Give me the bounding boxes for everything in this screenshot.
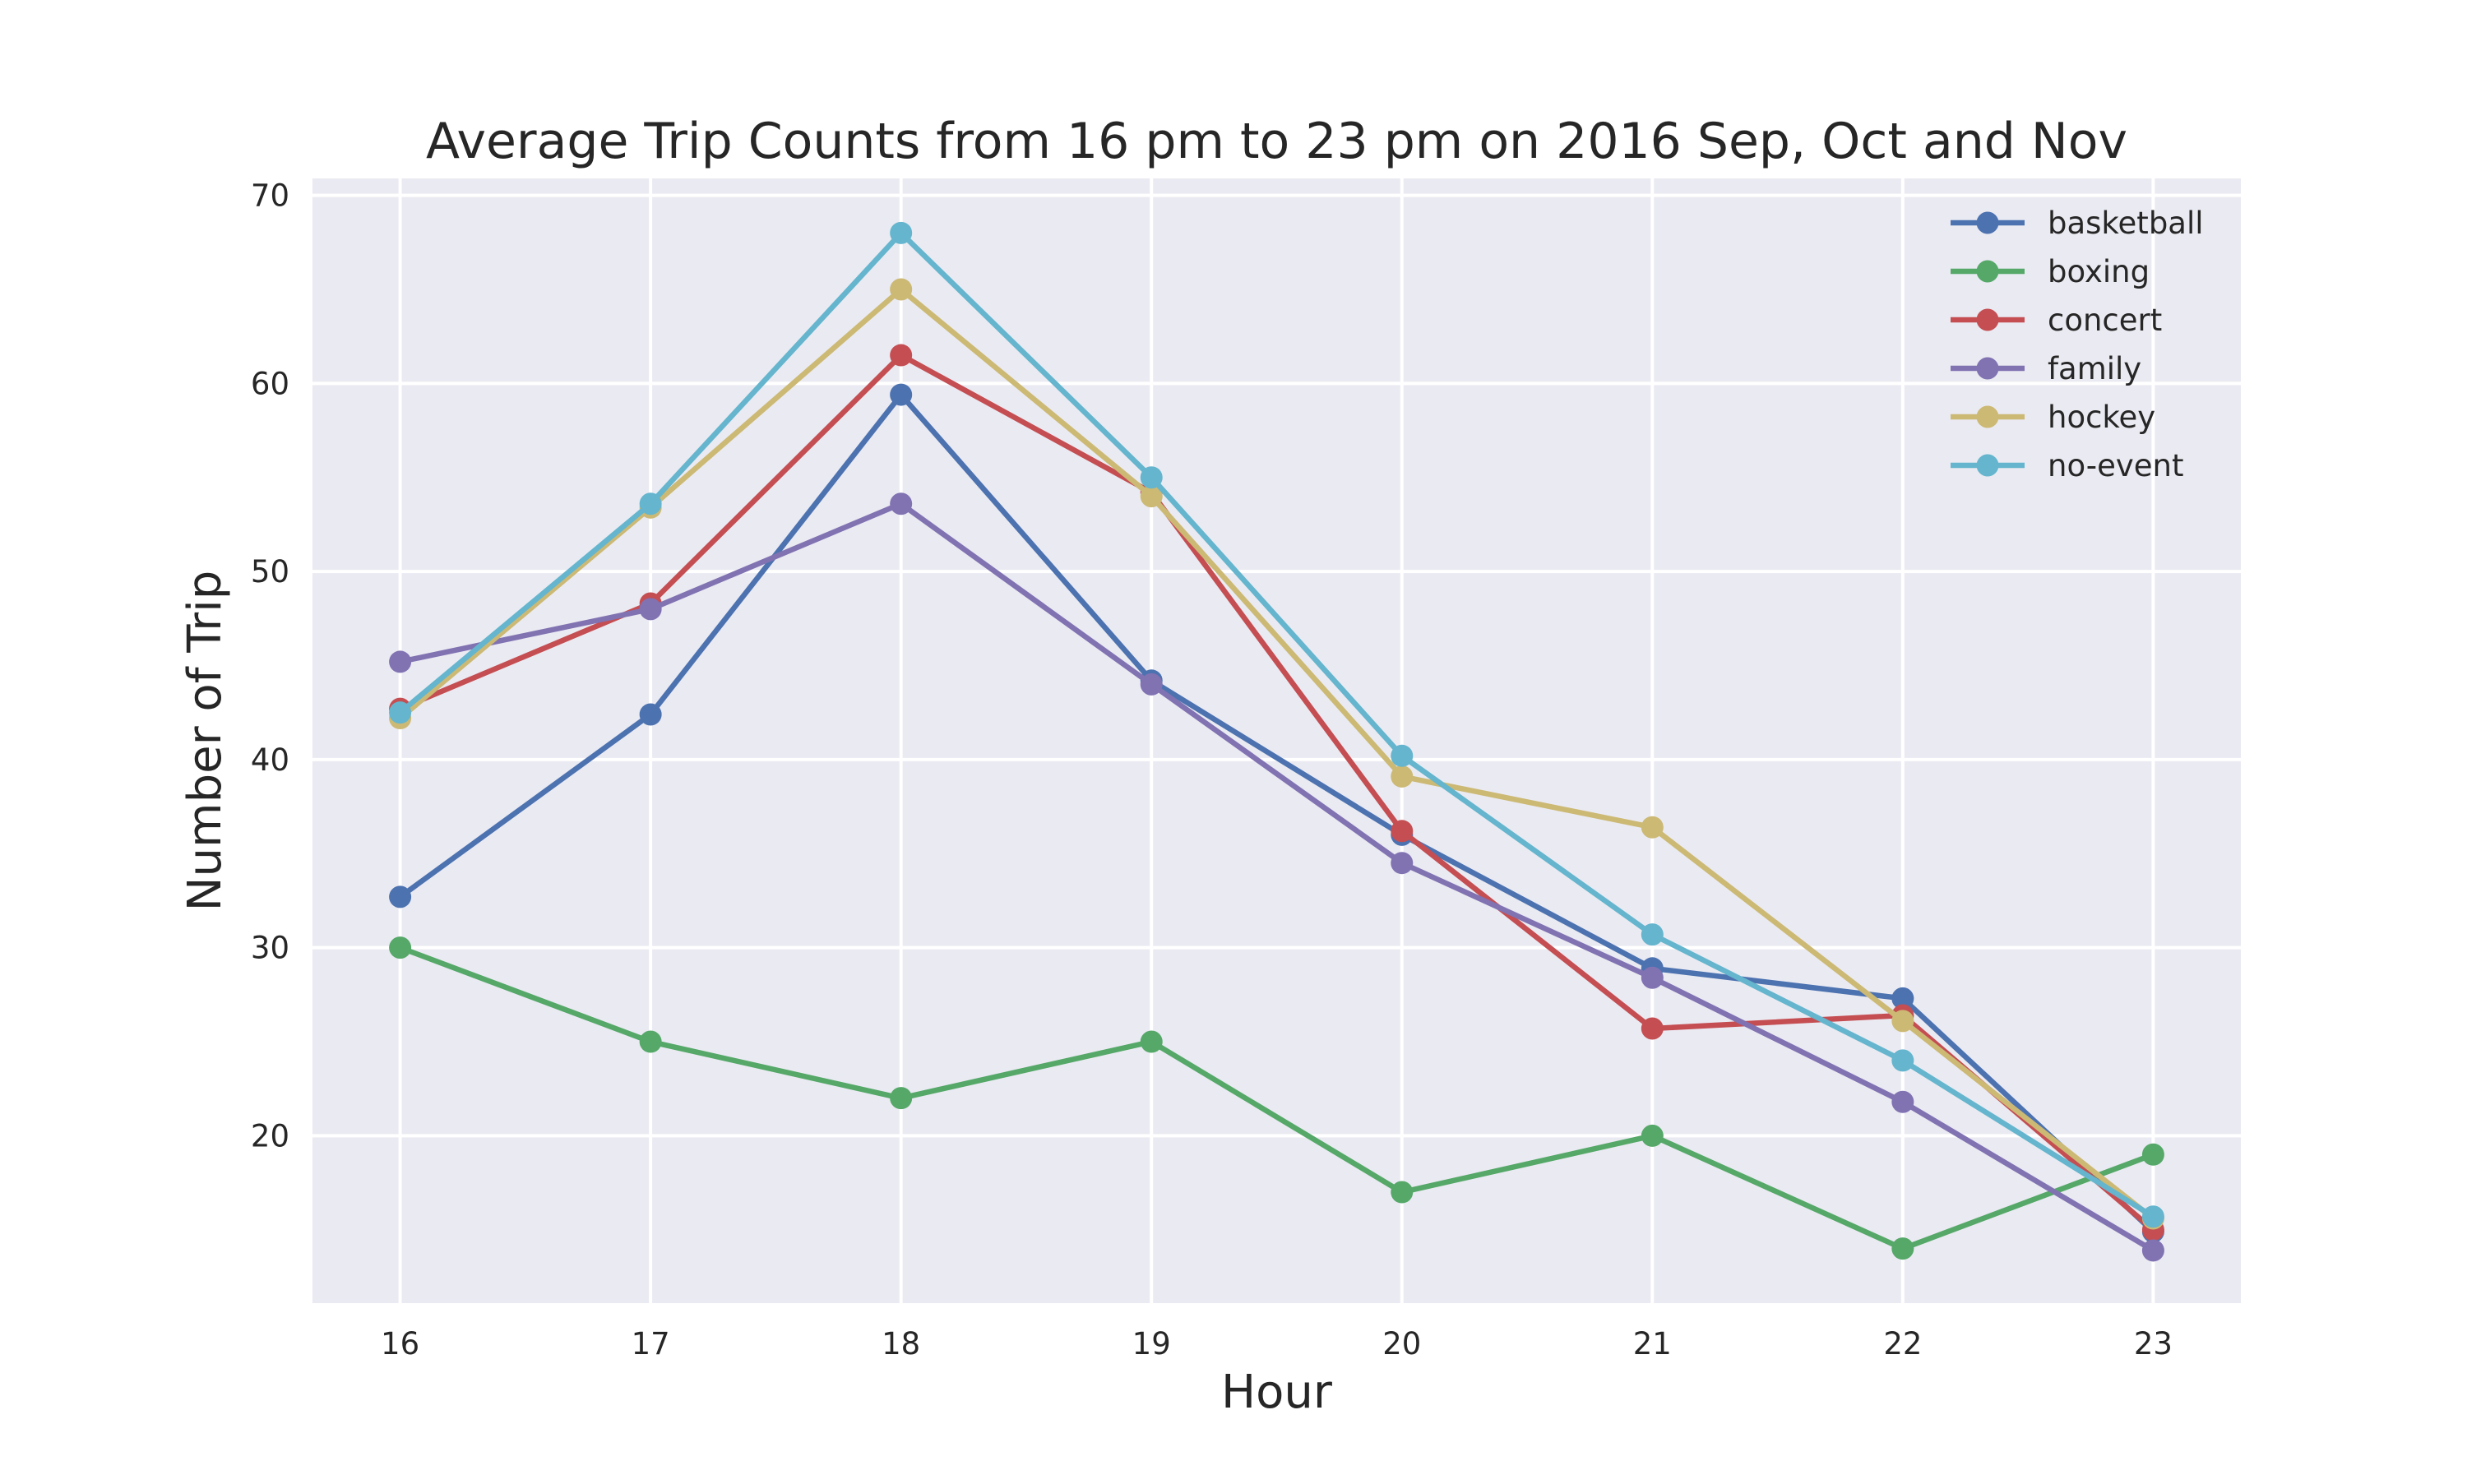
series-line [398, 391, 2155, 1234]
x-tick-label: 22 [1883, 1326, 1922, 1361]
data-point [2141, 1239, 2164, 1262]
series-no-event [389, 221, 2164, 1228]
data-point [389, 885, 412, 908]
legend-label: concert [2048, 303, 2162, 338]
legend-item: family [1951, 351, 2141, 386]
legend-item: hockey [1951, 400, 2155, 435]
data-point [1140, 485, 1163, 508]
legend-marker [1976, 405, 1999, 428]
legend-marker [1976, 308, 1999, 331]
legend: basketball boxing concert family hockey no-ev… [1951, 206, 2204, 483]
data-point [389, 650, 412, 673]
data-point [639, 598, 662, 621]
legend-marker [1976, 260, 1999, 283]
data-point [1891, 987, 1914, 1010]
data-point [389, 936, 412, 959]
data-point [890, 278, 913, 301]
data-point [890, 344, 913, 367]
x-tick-label: 19 [1132, 1326, 1171, 1361]
data-point [890, 492, 913, 515]
data-point [890, 383, 913, 406]
data-point [1391, 744, 1414, 767]
data-point [1391, 852, 1414, 875]
data-point [1641, 816, 1664, 839]
x-tick-label: 16 [381, 1326, 419, 1361]
data-point [1391, 765, 1414, 788]
data-point [1891, 1049, 1914, 1072]
data-point [1140, 673, 1163, 696]
tick-labels: 16 17 18 19 20 21 22 23 20 30 40 50 60 70 [251, 178, 2173, 1361]
y-tick-label: 40 [251, 742, 289, 778]
legend-label: basketball [2048, 206, 2204, 241]
data-point [639, 703, 662, 726]
chart-title: Average Trip Counts from 16 pm to 23 pm … [426, 113, 2127, 170]
series-lines [389, 221, 2164, 1262]
data-point [1891, 1090, 1914, 1113]
legend-label: hockey [2048, 400, 2155, 435]
series-line [398, 286, 2155, 1221]
legend-item: concert [1951, 303, 2162, 338]
legend-label: boxing [2048, 254, 2150, 289]
data-point [639, 492, 662, 515]
series-line [398, 230, 2155, 1219]
legend-item: no-event [1951, 448, 2184, 483]
data-point [1140, 1030, 1163, 1053]
data-point [1641, 923, 1664, 946]
series-line [399, 501, 2155, 1253]
data-point [1641, 1017, 1664, 1040]
y-tick-label: 30 [251, 931, 289, 966]
data-point [1391, 1181, 1414, 1204]
data-point [1140, 466, 1163, 489]
data-point [1641, 966, 1664, 989]
legend-item: boxing [1951, 254, 2150, 289]
legend-marker [1976, 211, 1999, 234]
series-line [399, 352, 2155, 1232]
data-point [2141, 1143, 2164, 1166]
y-tick-label: 50 [251, 554, 289, 589]
y-tick-label: 20 [251, 1118, 289, 1153]
data-point [639, 1030, 662, 1053]
data-point [389, 701, 412, 724]
legend-marker [1976, 454, 1999, 477]
data-point [1891, 1010, 1914, 1033]
data-point [1391, 820, 1414, 843]
legend-marker [1976, 357, 1999, 380]
data-point [2141, 1205, 2164, 1228]
legend-item: basketball [1951, 206, 2204, 241]
data-point [1891, 1237, 1914, 1260]
series-family [389, 492, 2164, 1262]
x-tick-label: 23 [2134, 1326, 2173, 1361]
data-point [890, 1087, 913, 1110]
x-tick-label: 21 [1633, 1326, 1672, 1361]
series-boxing [389, 936, 2164, 1260]
y-axis-label: Number of Trip [178, 571, 232, 912]
y-tick-label: 60 [251, 366, 289, 401]
data-point [1641, 1124, 1664, 1147]
series-line [399, 945, 2155, 1251]
legend-label: family [2048, 351, 2141, 386]
x-tick-label: 18 [882, 1326, 920, 1361]
data-point [890, 221, 913, 244]
y-tick-label: 70 [251, 178, 289, 214]
x-axis-label: Hour [1221, 1366, 1333, 1419]
x-tick-label: 20 [1382, 1326, 1421, 1361]
x-tick-label: 17 [632, 1326, 670, 1361]
legend-label: no-event [2048, 448, 2184, 483]
